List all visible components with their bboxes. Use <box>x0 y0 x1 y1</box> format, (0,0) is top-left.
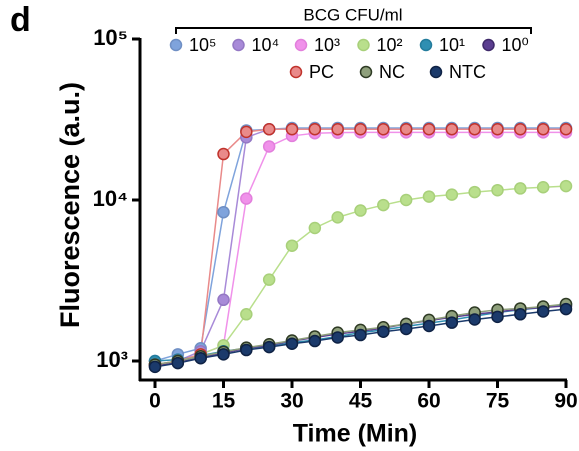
marker <box>217 348 230 361</box>
marker <box>262 273 276 286</box>
legend-title: BCG CFU/ml <box>303 5 402 24</box>
legend-label: 10¹ <box>439 35 465 55</box>
marker <box>377 123 390 136</box>
panel-label: d <box>10 1 31 39</box>
marker <box>491 310 504 324</box>
marker <box>399 123 413 136</box>
x-tick-label: 45 <box>349 390 373 413</box>
marker <box>491 123 504 136</box>
marker <box>217 147 230 161</box>
marker <box>148 360 162 374</box>
marker <box>514 182 527 195</box>
marker <box>399 193 413 207</box>
marker <box>308 221 322 235</box>
marker <box>285 239 299 252</box>
legend-marker <box>289 65 303 79</box>
marker <box>559 179 573 193</box>
marker <box>559 302 573 316</box>
marker <box>399 322 413 336</box>
marker <box>377 325 390 338</box>
legend-marker <box>232 38 245 52</box>
marker <box>377 198 390 212</box>
marker <box>240 308 253 321</box>
marker <box>514 123 527 136</box>
marker <box>422 123 436 136</box>
legend-marker <box>359 65 373 79</box>
marker <box>331 331 344 344</box>
legend-marker <box>357 38 370 52</box>
marker <box>331 123 344 136</box>
marker <box>240 125 253 139</box>
legend-bracket <box>175 27 532 34</box>
marker <box>536 305 550 318</box>
marker <box>445 188 459 201</box>
x-tick-label: 90 <box>554 390 577 413</box>
marker <box>308 334 322 348</box>
marker <box>559 123 573 136</box>
marker <box>285 123 299 136</box>
marker <box>354 328 367 342</box>
marker <box>171 356 185 370</box>
x-tick-label: 0 <box>149 390 161 413</box>
y-tick-label: 10⁵ <box>93 25 128 50</box>
marker <box>240 343 253 357</box>
marker <box>468 185 481 199</box>
y-axis-label: Fluorescence (a.u.) <box>55 82 85 328</box>
marker <box>468 123 481 136</box>
marker <box>354 123 367 136</box>
legend-marker <box>294 38 308 52</box>
legend-label: 10⁵ <box>189 35 216 55</box>
marker <box>217 293 230 307</box>
marker <box>514 308 527 321</box>
marker <box>422 319 436 333</box>
marker <box>262 123 276 136</box>
legend-marker <box>429 65 443 79</box>
marker <box>331 211 344 224</box>
legend-label: NTC <box>449 62 486 82</box>
marker <box>262 340 276 354</box>
marker <box>262 140 276 153</box>
legend-label: 10² <box>377 35 403 55</box>
y-tick-label: 10³ <box>96 347 128 372</box>
marker <box>217 205 230 219</box>
legend-marker <box>419 38 433 52</box>
legend-marker <box>169 38 183 52</box>
marker <box>308 123 322 136</box>
x-axis-label: Time (Min) <box>293 420 418 448</box>
legend-label: 10⁰ <box>502 35 529 55</box>
legend-label: 10⁴ <box>252 35 280 55</box>
legend-marker <box>482 38 495 52</box>
marker <box>491 183 504 197</box>
x-tick-label: 75 <box>486 390 510 413</box>
marker <box>194 352 207 365</box>
marker <box>445 123 459 136</box>
marker <box>468 313 481 326</box>
x-tick-label: 60 <box>417 390 440 413</box>
legend-label: NC <box>379 62 405 82</box>
marker <box>536 123 550 136</box>
legend-label: PC <box>309 62 334 82</box>
marker <box>354 204 367 217</box>
y-tick-label: 10⁴ <box>93 186 128 211</box>
legend-label: 10³ <box>314 35 340 55</box>
x-tick-label: 15 <box>212 390 236 413</box>
marker <box>536 181 550 194</box>
marker <box>422 190 436 203</box>
marker <box>240 192 253 205</box>
x-tick-label: 30 <box>280 390 303 413</box>
marker <box>285 337 299 350</box>
marker <box>445 316 459 329</box>
